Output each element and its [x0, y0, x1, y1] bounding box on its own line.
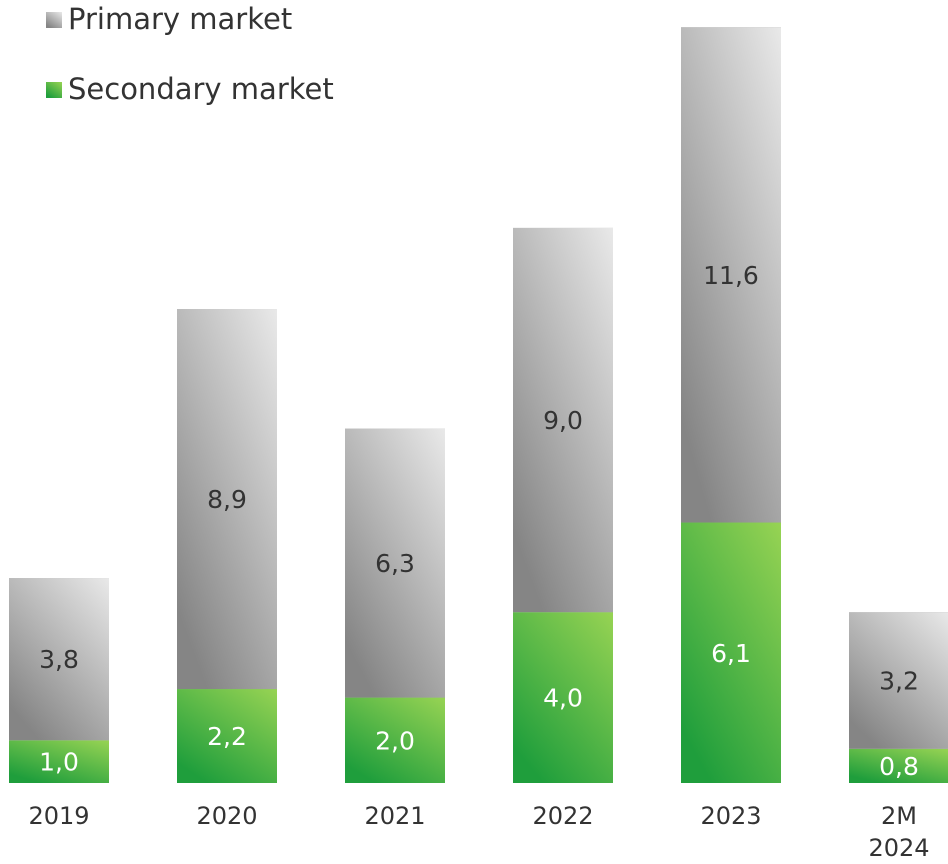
value-label: 8,9 [207, 485, 247, 514]
legend-swatch-shine [46, 12, 62, 28]
legend-swatch-shine [46, 82, 62, 98]
x-tick-label: 2M 2024 [868, 802, 930, 862]
x-tick-label: 2020 [196, 802, 258, 830]
value-label: 9,0 [543, 406, 583, 435]
value-label: 11,6 [703, 261, 759, 290]
legend-label: Primary market [68, 2, 292, 36]
value-label: 6,1 [711, 639, 751, 668]
value-label: 2,2 [207, 722, 247, 751]
x-tick-label: 2019 [28, 802, 90, 830]
x-tick-label: 2021 [364, 802, 426, 830]
value-label: 1,0 [39, 748, 79, 777]
value-label: 3,2 [879, 667, 919, 696]
x-tick-label: 2023 [700, 802, 762, 830]
bar-shine [9, 578, 109, 741]
x-tick-label: 2022 [532, 802, 594, 830]
bar-shine [513, 612, 613, 783]
bar-shine [177, 309, 277, 690]
bar-shine [345, 697, 445, 783]
bar-shine [345, 428, 445, 698]
value-label: 4,0 [543, 684, 583, 713]
value-label: 6,3 [375, 549, 415, 578]
bar-shine [849, 748, 948, 783]
bar-shine [177, 689, 277, 783]
bar-shine [849, 612, 948, 749]
value-label: 3,8 [39, 645, 79, 674]
bar-shine [9, 740, 109, 783]
bar-shine [513, 227, 613, 613]
bar-shine [681, 27, 781, 523]
value-label: 0,8 [879, 752, 919, 781]
legend-label: Secondary market [68, 72, 334, 106]
bar-shine [681, 522, 781, 783]
value-label: 2,0 [375, 726, 415, 755]
